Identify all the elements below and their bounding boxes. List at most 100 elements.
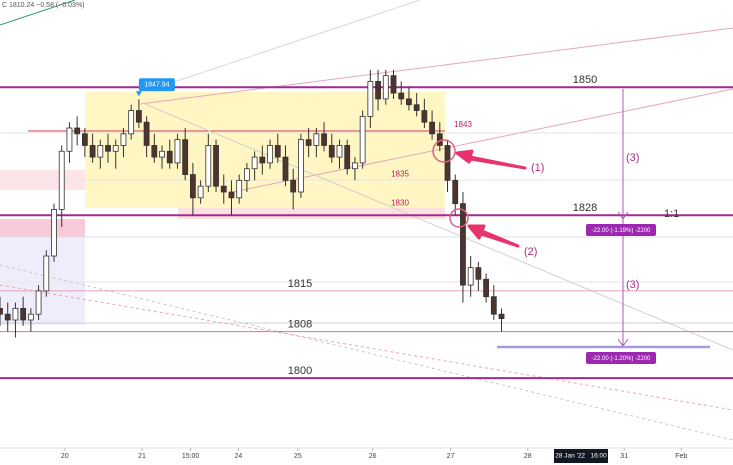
candle-body xyxy=(12,307,19,321)
candle-body xyxy=(321,133,327,146)
zone-label: 1843 xyxy=(454,120,472,129)
candle-body xyxy=(490,296,497,315)
candle-body xyxy=(498,313,505,320)
marker-circle xyxy=(432,139,456,163)
candle-body xyxy=(228,191,235,199)
candle-body xyxy=(105,145,111,152)
x-axis: 20 21 15:00 24 25 26 27 28 31 Feb 28 Jan '22 16:00 xyxy=(0,447,733,463)
label-pointer xyxy=(135,91,142,97)
candle-body xyxy=(467,267,474,286)
candles: 1847.94 xyxy=(0,69,505,338)
levels: 1850 1828 1815 1808 1800 1843 1835 1830 xyxy=(0,74,733,380)
candle-body xyxy=(406,98,412,106)
candle-body xyxy=(81,133,88,146)
candle-body xyxy=(336,145,343,158)
candle-body xyxy=(375,81,381,100)
candle-body xyxy=(0,307,3,315)
arrow xyxy=(455,149,527,170)
candle-body xyxy=(267,145,273,164)
candle-body xyxy=(236,179,243,199)
candle-body xyxy=(460,203,466,286)
zone-label: 1835 xyxy=(391,170,409,179)
candle-body xyxy=(135,110,142,123)
demand-zone xyxy=(0,219,85,237)
candle-body xyxy=(166,150,173,164)
candle-body xyxy=(305,139,312,146)
candle-body xyxy=(151,145,158,158)
level-label: 1815 xyxy=(288,278,312,290)
candle-body xyxy=(143,121,150,146)
candle-body xyxy=(367,81,374,117)
candle-body xyxy=(174,139,181,164)
ohlc-header: C 1810.24 −0.58 (−0.03%) xyxy=(2,2,85,9)
trend-line xyxy=(149,0,421,91)
trend-line xyxy=(0,284,733,411)
candle-body xyxy=(483,278,489,298)
trend-line xyxy=(232,88,733,193)
x-tick-label: 25 xyxy=(294,453,302,460)
candle-body xyxy=(398,92,405,100)
x-tick-label: 26 xyxy=(369,453,377,460)
x-tick-label: Feb xyxy=(675,453,687,460)
candle-body xyxy=(220,185,227,193)
candle-body xyxy=(352,162,358,170)
candle-body xyxy=(290,179,297,193)
candle-body xyxy=(359,115,366,164)
annotations: (1) (2) (3) (3) 1:1 -22.00 (-1.19%) -220… xyxy=(2,2,710,364)
trend-line xyxy=(0,0,76,26)
level-label: 1850 xyxy=(573,74,597,86)
level-label: 1800 xyxy=(288,365,312,377)
candle-body xyxy=(66,127,73,152)
candle-body xyxy=(274,145,281,158)
candle-body xyxy=(159,150,165,158)
candle-body xyxy=(4,313,11,321)
candle-body xyxy=(382,75,389,100)
candle-body xyxy=(251,156,258,170)
crosshair-box xyxy=(553,449,608,463)
candle-body xyxy=(259,156,266,164)
candle-body xyxy=(27,313,34,321)
candle-body xyxy=(51,209,57,257)
range-zone xyxy=(178,208,445,219)
crosshair-label: 28 Jan '22 16:00 xyxy=(555,453,607,460)
trend-line xyxy=(139,27,733,105)
candle-body xyxy=(421,110,428,123)
candle-body xyxy=(182,139,189,175)
measure-box xyxy=(586,352,656,364)
annotation: (3) xyxy=(626,279,639,291)
x-tick-label: 20 xyxy=(61,453,69,460)
candle-body xyxy=(390,75,397,94)
candle-body xyxy=(344,145,351,170)
candle-body xyxy=(97,145,104,158)
candle-body xyxy=(89,145,96,158)
zone-label: 1830 xyxy=(391,199,409,208)
candle-body xyxy=(313,133,320,146)
candle-body xyxy=(74,127,81,135)
candle-body xyxy=(128,110,135,135)
candle-body xyxy=(189,174,196,199)
annotation: (3) xyxy=(626,152,639,164)
candle-body xyxy=(197,185,204,199)
annotation: 1:1 xyxy=(664,208,679,220)
candle-body xyxy=(43,255,50,292)
annotation: (1) xyxy=(531,162,544,174)
x-tick-label: 28 xyxy=(524,453,532,460)
candle-body xyxy=(452,179,459,205)
candle-body xyxy=(244,168,250,181)
candle-body xyxy=(475,267,482,280)
marker-circle xyxy=(449,208,469,228)
candle-body xyxy=(429,121,435,135)
candle-body xyxy=(328,145,335,158)
measure-box xyxy=(586,224,656,236)
candle-body xyxy=(35,290,42,315)
candle-body xyxy=(444,145,451,181)
price-tag-label: 1847.94 xyxy=(144,82,169,89)
measure-label: -22.00 (-1.20%) -2200 xyxy=(592,356,651,362)
x-tick-label: 21 xyxy=(138,453,146,460)
candle-body xyxy=(112,145,119,152)
x-tick-label: 31 xyxy=(620,453,628,460)
candle-body xyxy=(120,133,127,146)
candle-body xyxy=(298,139,304,193)
candle-body xyxy=(58,150,65,210)
